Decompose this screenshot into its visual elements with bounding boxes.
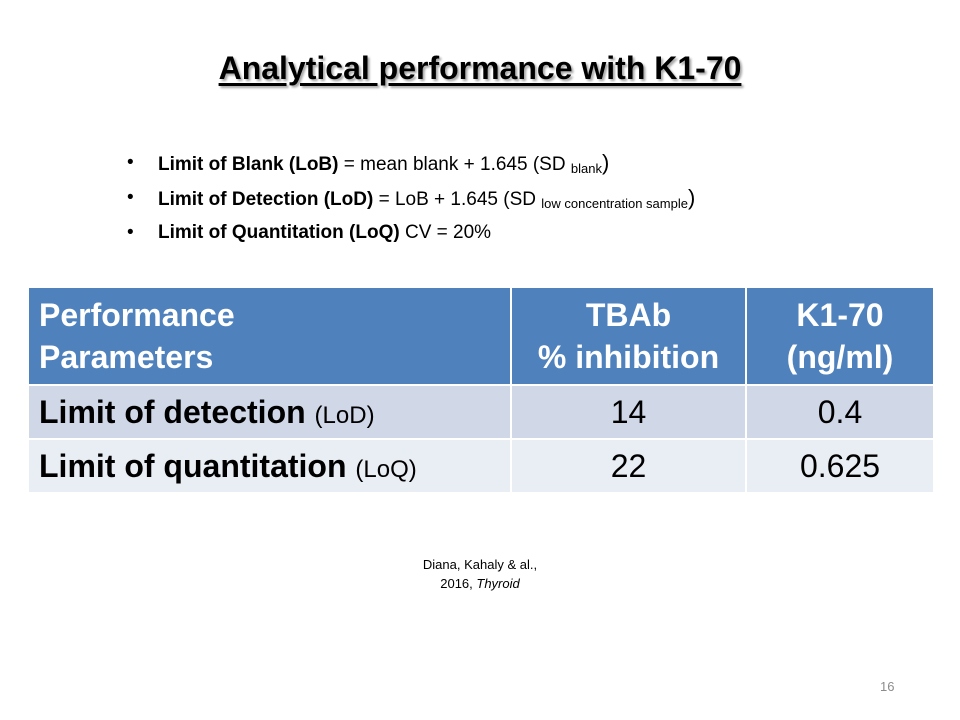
tbab-value: 14 — [510, 384, 747, 440]
definition-list: Limit of Blank (LoB) = mean blank + 1.64… — [125, 148, 695, 247]
performance-table: Performance Parameters TBAb % inhibition… — [27, 286, 935, 494]
list-item: Limit of Detection (LoD) = LoB + 1.645 (… — [125, 183, 695, 218]
formula-lod: = LoB + 1.645 (SD — [373, 189, 542, 210]
formula-loq: CV = 20% — [399, 222, 492, 243]
term-lob: Limit of Blank (LoB) — [158, 154, 339, 175]
page-number: 16 — [880, 679, 895, 694]
table-row: Limit of detection (LoD) 14 0.4 — [27, 384, 935, 440]
tbab-value: 22 — [510, 438, 747, 494]
table-header-row: Performance Parameters TBAb % inhibition… — [27, 286, 935, 386]
slide-title: Analytical performance with K1-70 — [218, 50, 742, 86]
term-loq: Limit of Quantitation (LoQ) — [158, 222, 400, 243]
header-tbab: TBAb % inhibition — [510, 286, 747, 386]
subscript-blank: blank — [570, 161, 602, 176]
subscript-low-concentration: low concentration sample — [541, 196, 688, 211]
header-performance-parameters: Performance Parameters — [27, 286, 512, 386]
row-label: Limit of quantitation (LoQ) — [27, 438, 512, 494]
close-paren: ) — [601, 150, 610, 175]
table-row: Limit of quantitation (LoQ) 22 0.625 — [27, 438, 935, 494]
close-paren: ) — [687, 185, 696, 210]
header-k1-70: K1-70 (ng/ml) — [745, 286, 935, 386]
row-label: Limit of detection (LoD) — [27, 384, 512, 440]
k1-70-value: 0.625 — [745, 438, 935, 494]
formula-lob: = mean blank + 1.645 (SD — [338, 154, 571, 175]
list-item: Limit of Blank (LoB) = mean blank + 1.64… — [125, 148, 695, 183]
k1-70-value: 0.4 — [745, 384, 935, 440]
citation: Diana, Kahaly & al., 2016, Thyroid — [422, 557, 538, 591]
term-lod: Limit of Detection (LoD) — [158, 189, 374, 210]
list-item: Limit of Quantitation (LoQ) CV = 20% — [125, 218, 695, 247]
